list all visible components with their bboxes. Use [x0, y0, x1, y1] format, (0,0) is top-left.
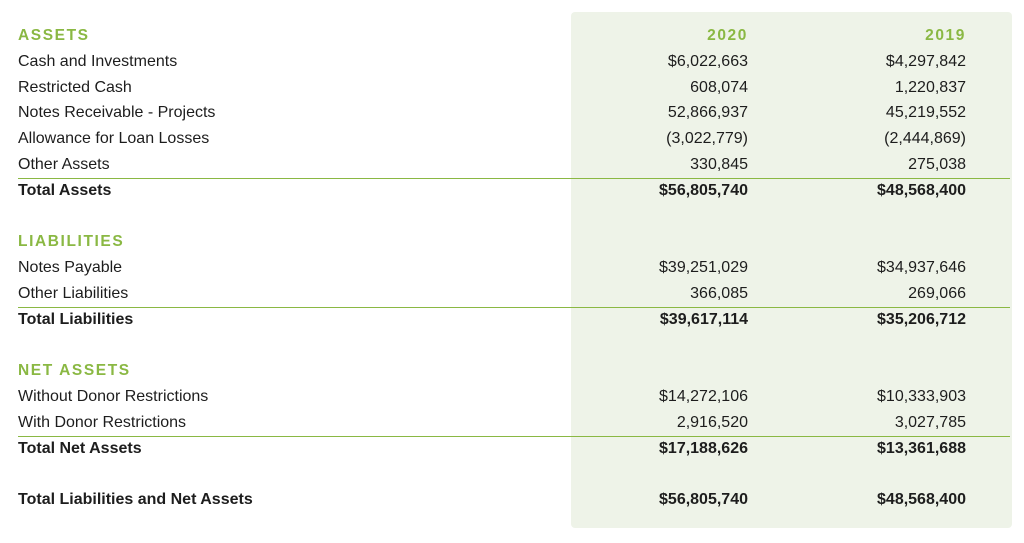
total-divider	[18, 178, 1010, 179]
total-value-2020: $56,805,740	[659, 182, 748, 199]
row-label: Without Donor Restrictions	[18, 388, 209, 405]
total-divider	[18, 307, 1010, 308]
value-2019: 45,219,552	[885, 104, 966, 121]
value-2020: 366,085	[690, 285, 748, 302]
table-row: Cash and Investments $6,022,663 $4,297,8…	[0, 49, 1024, 75]
value-2019: $4,297,842	[885, 53, 966, 70]
value-2019: $34,937,646	[877, 259, 966, 276]
row-label: Allowance for Loan Losses	[18, 130, 210, 147]
total-row: Total Liabilities $39,617,114 $35,206,71…	[0, 307, 1024, 333]
row-label: Other Liabilities	[18, 285, 129, 302]
value-2019: 1,220,837	[894, 79, 966, 96]
assets-header-row: ASSETS 2020 2019	[0, 23, 1024, 49]
total-label: Total Liabilities	[18, 311, 134, 328]
grand-total-value-2020: $56,805,740	[659, 491, 748, 508]
row-label: Restricted Cash	[18, 79, 132, 96]
value-2020: $14,272,106	[659, 388, 748, 405]
table-row: Notes Receivable - Projects 52,866,937 4…	[0, 100, 1024, 126]
table-row: Other Liabilities 366,085 269,066	[0, 281, 1024, 307]
table-row: Restricted Cash 608,074 1,220,837	[0, 75, 1024, 101]
row-label: Notes Payable	[18, 259, 123, 276]
net-assets-heading: NET ASSETS	[18, 362, 131, 379]
value-2019: (2,444,869)	[884, 130, 966, 147]
grand-total-value-2019: $48,568,400	[877, 491, 966, 508]
grand-total-row: Total Liabilities and Net Assets $56,805…	[0, 487, 1024, 513]
total-value-2019: $35,206,712	[877, 311, 966, 328]
total-label: Total Assets	[18, 182, 112, 199]
value-2020: (3,022,779)	[666, 130, 748, 147]
value-2020: $6,022,663	[667, 53, 748, 70]
liabilities-heading: LIABILITIES	[18, 233, 125, 250]
row-label: Notes Receivable - Projects	[18, 104, 216, 121]
liabilities-header-row: LIABILITIES	[0, 229, 1024, 255]
table-row: Other Assets 330,845 275,038	[0, 152, 1024, 178]
row-label: Cash and Investments	[18, 53, 178, 70]
table-row: Without Donor Restrictions $14,272,106 $…	[0, 384, 1024, 410]
table-row: With Donor Restrictions 2,916,520 3,027,…	[0, 410, 1024, 436]
assets-heading: ASSETS	[18, 27, 90, 44]
total-divider	[18, 436, 1010, 437]
row-label: Other Assets	[18, 156, 110, 173]
table-row: Allowance for Loan Losses (3,022,779) (2…	[0, 126, 1024, 152]
total-value-2020: $17,188,626	[659, 440, 748, 457]
year-columns-background	[571, 12, 1012, 528]
value-2019: $10,333,903	[877, 388, 966, 405]
column-header-2020: 2020	[707, 27, 748, 44]
value-2020: 608,074	[690, 79, 748, 96]
table-row: Notes Payable $39,251,029 $34,937,646	[0, 255, 1024, 281]
total-row: Total Assets $56,805,740 $48,568,400	[0, 178, 1024, 204]
total-value-2020: $39,617,114	[659, 311, 748, 328]
total-label: Total Net Assets	[18, 440, 142, 457]
value-2020: 52,866,937	[667, 104, 748, 121]
grand-total-label: Total Liabilities and Net Assets	[18, 491, 253, 508]
total-value-2019: $48,568,400	[877, 182, 966, 199]
row-label: With Donor Restrictions	[18, 414, 187, 431]
value-2020: 330,845	[690, 156, 748, 173]
value-2020: $39,251,029	[659, 259, 748, 276]
value-2019: 3,027,785	[894, 414, 966, 431]
total-row: Total Net Assets $17,188,626 $13,361,688	[0, 436, 1024, 462]
value-2019: 269,066	[908, 285, 966, 302]
column-header-2019: 2019	[925, 27, 966, 44]
total-value-2019: $13,361,688	[877, 440, 966, 457]
value-2020: 2,916,520	[676, 414, 748, 431]
net-assets-header-row: NET ASSETS	[0, 358, 1024, 384]
value-2019: 275,038	[908, 156, 966, 173]
